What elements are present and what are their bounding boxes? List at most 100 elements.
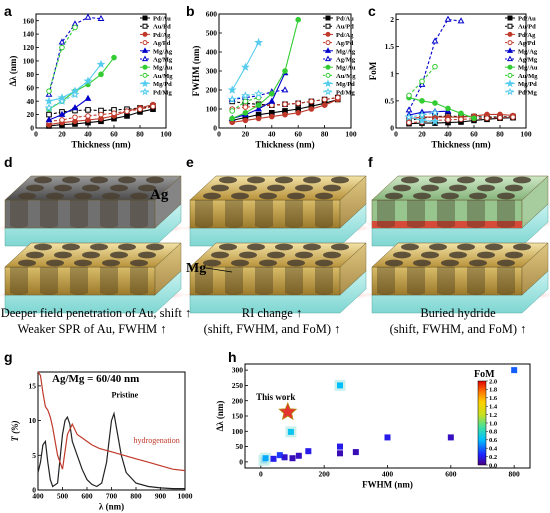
data-point bbox=[227, 94, 237, 104]
y-tick-label: 40 bbox=[27, 97, 35, 106]
colorbar-tick-label: 1.2 bbox=[489, 412, 497, 419]
sketch-e-top bbox=[182, 175, 372, 247]
data-point bbox=[417, 110, 427, 119]
legend-entry: Mg/Pd bbox=[153, 81, 172, 88]
data-point bbox=[242, 110, 249, 116]
this-work-label: This work bbox=[256, 392, 295, 402]
legend-entry: Mg/Au bbox=[336, 65, 356, 72]
ag-label: Ag bbox=[150, 187, 169, 203]
legend-entry: Ag/Pd bbox=[153, 40, 171, 47]
nanohole bbox=[323, 251, 341, 259]
nanohole-wall bbox=[407, 267, 425, 295]
legend-marker bbox=[325, 64, 331, 70]
nanohole bbox=[219, 243, 237, 251]
series-pd-mg bbox=[44, 89, 80, 112]
x-tick-label: 700 bbox=[106, 492, 118, 501]
x-tick-label: 60 bbox=[110, 130, 118, 139]
film-side bbox=[4, 199, 156, 229]
legend-marker bbox=[142, 64, 148, 70]
y-tick-label: 1 bbox=[390, 69, 394, 78]
sketch-f-bottom bbox=[364, 242, 550, 314]
y-tick-label: 200 bbox=[232, 396, 244, 405]
sketch-d-bottom bbox=[0, 242, 187, 314]
series-au-mg bbox=[46, 24, 78, 94]
nanohole-wall bbox=[40, 267, 58, 295]
legend-marker bbox=[507, 23, 513, 29]
data-point bbox=[240, 91, 250, 100]
nanohole bbox=[90, 176, 108, 184]
plot-frame bbox=[395, 13, 527, 129]
data-point bbox=[405, 106, 413, 113]
caption-f-line1: Buried hydride bbox=[420, 306, 496, 320]
series-line bbox=[232, 93, 259, 101]
colorbar-tick-label: 0.6 bbox=[489, 437, 498, 444]
legend-entry: Pd/Mg bbox=[518, 89, 538, 96]
series-ag-mg bbox=[45, 13, 105, 97]
data-point bbox=[268, 97, 276, 104]
data-point bbox=[227, 85, 237, 94]
y-tick-label: 160 bbox=[23, 16, 35, 25]
y-tick-label: 60 bbox=[27, 83, 35, 92]
panel-label-b: b bbox=[186, 3, 195, 19]
nanohole bbox=[46, 259, 64, 267]
nanohole bbox=[505, 251, 523, 259]
data-point bbox=[111, 54, 117, 61]
y-tick-label: 0 bbox=[213, 124, 217, 133]
data-point bbox=[282, 101, 288, 108]
legend-entry: Au/Mg bbox=[336, 73, 356, 80]
data-point bbox=[124, 113, 130, 119]
y-tick-label: 140 bbox=[23, 30, 35, 39]
x-tick-label: 60 bbox=[294, 130, 302, 139]
legend-marker bbox=[506, 47, 514, 53]
colorbar-tick-label: 1.0 bbox=[489, 420, 497, 427]
nanohole bbox=[102, 192, 120, 200]
data-point bbox=[335, 94, 341, 101]
series-line bbox=[408, 97, 475, 119]
y-tick-label: 2 bbox=[390, 15, 394, 24]
colorbar-title: FoM bbox=[474, 369, 495, 380]
x-axis-label: Thickness (nm) bbox=[71, 140, 130, 150]
data-point bbox=[511, 367, 518, 374]
data-point bbox=[44, 96, 54, 105]
data-point bbox=[45, 90, 53, 97]
nanohole bbox=[449, 184, 467, 192]
nanohole bbox=[247, 243, 265, 251]
data-point bbox=[98, 71, 104, 78]
legend-entry: Mg/Ag bbox=[336, 48, 356, 55]
data-point bbox=[444, 15, 452, 22]
data-point bbox=[430, 116, 440, 126]
series-mg-pd bbox=[44, 59, 106, 105]
series-line bbox=[408, 112, 436, 118]
x-tick-label: 60 bbox=[470, 130, 478, 139]
legend-entry: Ag/Pd bbox=[336, 40, 354, 47]
y-tick-label: 100 bbox=[206, 105, 218, 114]
data-point bbox=[295, 16, 302, 23]
series-ag-mg bbox=[405, 15, 465, 113]
nanohole bbox=[485, 176, 503, 184]
legend-entry: Au/Mg bbox=[153, 73, 173, 80]
data-point bbox=[72, 114, 78, 121]
nanohole bbox=[34, 243, 52, 251]
series-line bbox=[408, 66, 436, 96]
x-tick-label: 0 bbox=[34, 130, 38, 139]
nanohole-wall bbox=[10, 267, 28, 295]
data-point bbox=[445, 105, 451, 112]
nanohole-wall bbox=[497, 200, 515, 228]
nanohole bbox=[211, 184, 229, 192]
nanohole bbox=[146, 243, 164, 251]
data-point bbox=[72, 24, 78, 31]
nanohole bbox=[267, 184, 285, 192]
legend-marker bbox=[507, 31, 513, 37]
nanohole-wall bbox=[225, 200, 243, 228]
y-axis-label: FWHM (nm) bbox=[191, 46, 201, 97]
nanohole bbox=[130, 259, 148, 267]
x-tick-label: 100 bbox=[345, 130, 357, 139]
data-point bbox=[337, 382, 343, 389]
x-tick-label: 500 bbox=[57, 492, 69, 501]
nanohole bbox=[323, 184, 341, 192]
nanohole bbox=[138, 251, 156, 259]
nanohole bbox=[62, 176, 80, 184]
data-point bbox=[255, 105, 262, 112]
data-point bbox=[242, 98, 249, 105]
